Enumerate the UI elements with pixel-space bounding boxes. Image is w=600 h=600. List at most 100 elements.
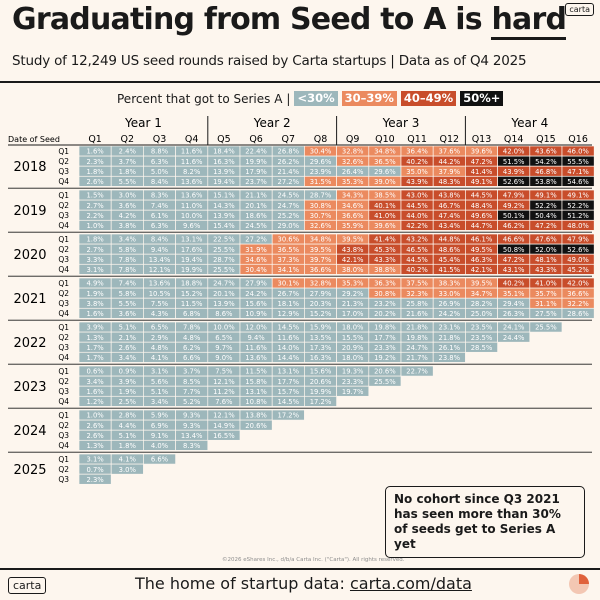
cell-value-label: 35.1% <box>503 290 525 298</box>
heatmap-cell <box>561 219 595 231</box>
cell-value-label: 38.0% <box>342 266 364 274</box>
cell-value-label: 38.5% <box>374 192 396 200</box>
cell-value-label: 40.1% <box>374 202 396 210</box>
cell-value-label: 5.8% <box>119 290 137 298</box>
cell-value-label: 39.7% <box>310 256 332 264</box>
cell-value-label: 55.5% <box>567 158 589 166</box>
cell-value-label: 23.3% <box>374 344 396 352</box>
cell-value-label: 13.6% <box>181 192 203 200</box>
row-year-label: 2019 <box>13 204 46 219</box>
heatmap-cell <box>143 453 176 465</box>
heatmap-cell <box>561 175 595 187</box>
cell-value-label: 3.4% <box>119 236 137 244</box>
column-group-label: Year 3 <box>382 116 420 130</box>
cell-value-label: 19.4% <box>213 178 235 186</box>
tagline-link[interactable]: carta.com/data <box>349 574 472 593</box>
cell-value-label: 50.1% <box>503 212 525 220</box>
cell-value-label: 9.3% <box>183 412 201 420</box>
cell-value-label: 11.6% <box>181 158 203 166</box>
cell-value-label: 43.8% <box>439 192 461 200</box>
chart-title: Graduating from Seed to A is hard <box>12 2 567 40</box>
cell-value-label: 12.1% <box>213 412 235 420</box>
cell-value-label: 47.4% <box>439 212 461 220</box>
column-label: Q12 <box>440 134 460 145</box>
cell-value-label: 27.2% <box>278 178 300 186</box>
cell-value-label: 18.4% <box>213 148 235 156</box>
cell-value-label: 38.8% <box>374 266 396 274</box>
cell-value-label: 11.6% <box>181 148 203 156</box>
carta-logo: carta <box>565 3 594 16</box>
row-year-label: 2020 <box>13 248 46 263</box>
cell-value-label: 46.3% <box>471 256 493 264</box>
cell-value-label: 44.2% <box>439 158 461 166</box>
row-quarter-label: Q2 <box>58 465 69 474</box>
cell-value-label: 36.5% <box>374 158 396 166</box>
cell-value-label: 44.5% <box>471 192 493 200</box>
cell-value-label: 35.7% <box>535 290 557 298</box>
cell-value-label: 47.2% <box>535 222 557 230</box>
row-quarter-label: Q1 <box>58 323 69 332</box>
heatmap-cell <box>465 341 498 353</box>
cell-value-label: 30.4% <box>310 148 332 156</box>
cell-value-label: 5.0% <box>151 168 169 176</box>
cell-value-label: 22.5% <box>213 236 235 244</box>
cell-value-label: 20.6% <box>245 422 267 430</box>
cell-value-label: 42.1% <box>342 256 364 264</box>
cell-value-label: 23.2% <box>374 300 396 308</box>
cell-value-label: 11.6% <box>278 334 300 342</box>
cell-value-label: 49.1% <box>535 192 557 200</box>
cell-value-label: 20.1% <box>213 290 235 298</box>
cell-value-label: 13.5% <box>310 334 332 342</box>
cell-value-label: 1.8% <box>86 236 104 244</box>
cell-value-label: 21.1% <box>245 192 267 200</box>
cell-value-label: 28.7% <box>213 256 235 264</box>
cell-value-label: 12.1% <box>149 266 171 274</box>
cell-value-label: 44.8% <box>439 236 461 244</box>
cell-value-label: 11.2% <box>213 388 235 396</box>
cell-value-label: 8.6% <box>215 310 233 318</box>
cell-value-label: 47.2% <box>503 256 525 264</box>
cell-value-label: 19.8% <box>374 324 396 332</box>
heatmap-cell <box>561 307 595 319</box>
cell-value-label: 4.1% <box>119 456 137 464</box>
row-quarter-label: Q3 <box>58 255 69 264</box>
cell-value-label: 8.4% <box>151 236 169 244</box>
heatmap-cell <box>529 321 563 333</box>
cell-value-label: 9.4% <box>247 334 265 342</box>
cell-value-label: 44.5% <box>406 256 428 264</box>
cell-value-label: 54.2% <box>535 158 557 166</box>
cell-value-label: 49.2% <box>503 202 525 210</box>
heatmap-cell <box>175 439 209 451</box>
cell-value-label: 0.6% <box>86 368 104 376</box>
cell-value-label: 28.7% <box>310 192 332 200</box>
cell-value-label: 17.7% <box>278 378 300 386</box>
cell-value-label: 21.4% <box>278 168 300 176</box>
cell-value-label: 9.3% <box>183 422 201 430</box>
title-main: Graduating from Seed to A is <box>12 2 492 37</box>
cell-value-label: 3.6% <box>119 202 137 210</box>
cell-value-label: 20.2% <box>374 310 396 318</box>
cell-value-label: 1.3% <box>86 442 104 450</box>
cell-value-label: 8.4% <box>151 178 169 186</box>
cell-value-label: 6.3% <box>151 158 169 166</box>
row-quarter-label: Q2 <box>58 377 69 386</box>
cell-value-label: 50.4% <box>535 212 557 220</box>
column-label: Q2 <box>121 134 135 145</box>
cell-value-label: 30.4% <box>245 266 267 274</box>
cell-value-label: 10.8% <box>245 398 267 406</box>
cell-value-label: 15.5% <box>342 334 364 342</box>
cell-value-label: 49.0% <box>567 256 589 264</box>
cell-value-label: 12.0% <box>245 324 267 332</box>
cell-value-label: 32.8% <box>342 148 364 156</box>
cell-value-label: 52.6% <box>503 178 525 186</box>
column-label: Q13 <box>472 134 492 145</box>
column-label: Q7 <box>282 134 296 145</box>
cell-value-label: 23.5% <box>471 334 493 342</box>
cell-value-label: 18.0% <box>342 324 364 332</box>
column-label: Q3 <box>153 134 167 145</box>
cell-value-label: 36.6% <box>310 266 332 274</box>
cell-value-label: 15.4% <box>213 222 235 230</box>
cell-value-label: 43.2% <box>406 236 428 244</box>
cell-value-label: 42.2% <box>406 222 428 230</box>
cell-value-label: 15.8% <box>245 378 267 386</box>
